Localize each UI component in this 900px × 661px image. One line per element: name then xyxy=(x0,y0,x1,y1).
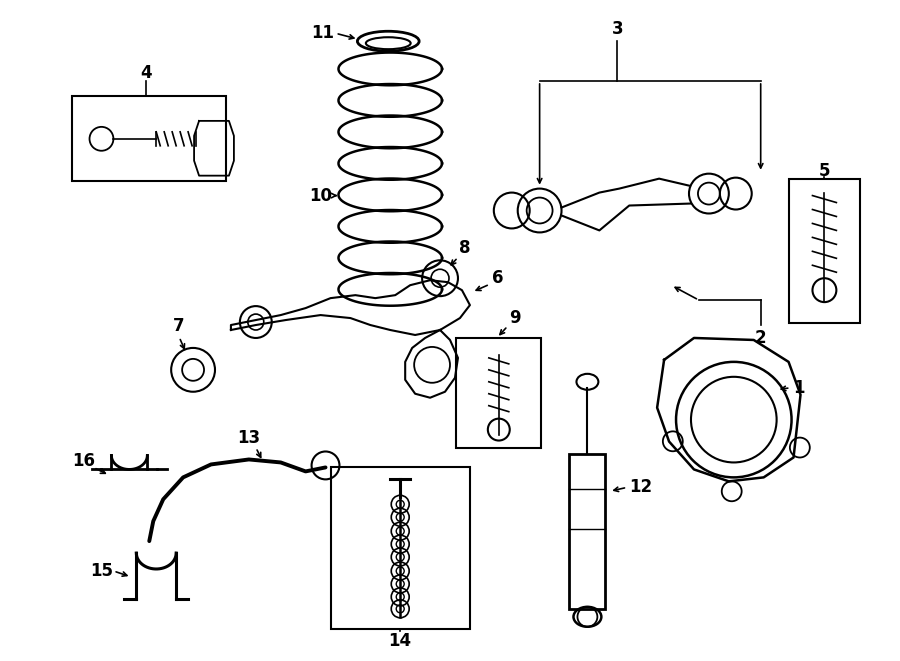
Text: 2: 2 xyxy=(755,329,767,347)
Bar xyxy=(456,338,541,447)
Text: 3: 3 xyxy=(611,20,623,38)
Text: 9: 9 xyxy=(508,309,520,327)
Bar xyxy=(330,467,470,629)
Text: 11: 11 xyxy=(311,24,334,42)
Text: 16: 16 xyxy=(72,452,95,471)
Text: 14: 14 xyxy=(389,632,412,650)
Bar xyxy=(788,178,860,323)
Bar xyxy=(570,455,606,609)
Text: 4: 4 xyxy=(140,64,152,82)
Text: 8: 8 xyxy=(459,239,471,257)
Text: 13: 13 xyxy=(238,428,260,447)
Text: 10: 10 xyxy=(309,186,332,204)
Text: 6: 6 xyxy=(492,269,503,288)
Text: 7: 7 xyxy=(174,317,185,335)
Text: 15: 15 xyxy=(90,562,113,580)
Text: 1: 1 xyxy=(793,379,805,397)
Text: 12: 12 xyxy=(630,479,652,496)
Text: 5: 5 xyxy=(819,162,830,180)
Bar xyxy=(72,96,226,180)
